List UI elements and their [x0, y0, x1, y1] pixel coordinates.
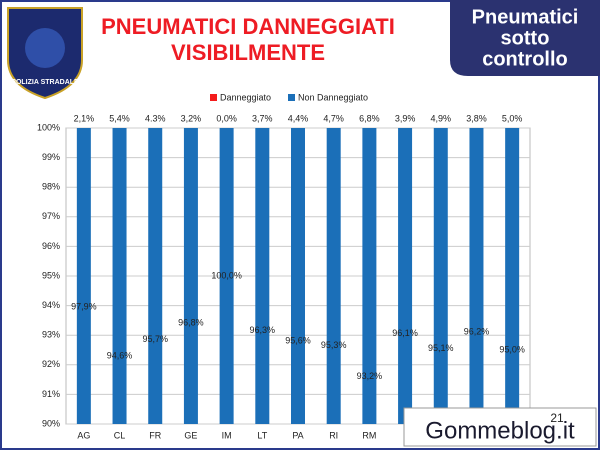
legend-swatch	[288, 94, 295, 101]
y-tick-label: 97%	[42, 211, 60, 221]
bar-segment	[469, 128, 484, 424]
watermark-box	[403, 407, 597, 447]
title-line: VISIBILMENTE	[171, 40, 325, 65]
logo-text: POLIZIA STRADALE	[11, 79, 79, 86]
badge-box	[450, 0, 600, 76]
y-tick-label: 100%	[37, 122, 60, 132]
x-tick-label: RM	[362, 430, 376, 440]
x-tick-label: GE	[184, 430, 197, 440]
watermark: Gommeblog.it	[425, 417, 575, 444]
bar-segment	[255, 128, 270, 424]
x-tick-label: AG	[77, 430, 90, 440]
bar-segment	[398, 128, 413, 424]
y-tick-label: 95%	[42, 270, 60, 280]
value-label: 4,4%	[288, 113, 309, 123]
x-tick-label: IM	[222, 430, 232, 440]
y-tick-label: 96%	[42, 241, 60, 251]
value-label: 97,9%	[71, 301, 97, 311]
value-label: 3,2%	[181, 113, 202, 123]
value-label: 96,8%	[178, 318, 204, 328]
y-tick-label: 93%	[42, 330, 60, 340]
page-number: 21	[550, 411, 564, 425]
legend-swatch	[210, 94, 217, 101]
logo-emblem	[25, 28, 65, 68]
x-tick-label: RI	[329, 430, 338, 440]
y-tick-label: 90%	[42, 418, 60, 428]
logo: POLIZIA STRADALE	[7, 7, 83, 100]
value-label: 4.3%	[145, 113, 166, 123]
value-label: 95,3%	[321, 340, 347, 350]
title-line: PNEUMATICI DANNEGGIATI	[101, 14, 395, 39]
value-label: 96,2%	[464, 327, 490, 337]
value-label: 3,9%	[395, 113, 416, 123]
value-label: 100,0%	[211, 270, 242, 280]
value-label: 5,4%	[109, 113, 130, 123]
x-tick-label: CL	[114, 430, 126, 440]
value-label: 95,1%	[428, 343, 454, 353]
value-label: 2,1%	[74, 113, 95, 123]
x-tick-label: FR	[149, 430, 161, 440]
value-label: 4,9%	[431, 113, 452, 123]
chart: 90% 91% 92% 93% 94% 95% 96% 97% 98% 99% 100% Danneg…	[37, 92, 531, 440]
bar-segment	[505, 128, 520, 424]
value-label: 95,0%	[499, 344, 525, 354]
y-tick-label: 92%	[42, 359, 60, 369]
bar-segment	[326, 128, 341, 424]
value-label: 94,6%	[107, 350, 133, 360]
value-label: 95,7%	[142, 334, 168, 344]
value-label: 5,0%	[502, 113, 523, 123]
bar-segment	[291, 128, 305, 424]
x-tick-label: LT	[257, 430, 267, 440]
bar-segment	[219, 128, 234, 424]
bar-segment	[433, 128, 448, 424]
y-tick-label: 98%	[42, 182, 60, 192]
badge-line: Pneumatici	[472, 6, 579, 28]
bar-segment	[112, 128, 127, 424]
bar-segment	[183, 128, 198, 424]
value-label: 3,8%	[466, 113, 487, 123]
bar-segment	[76, 128, 91, 424]
legend-label: Non Danneggiato	[298, 92, 368, 102]
y-tick-label: 94%	[42, 300, 60, 310]
value-label: 0,0%	[216, 113, 237, 123]
badge-line: sotto	[501, 27, 550, 49]
value-label: 6,8%	[359, 113, 380, 123]
value-label: 93,2%	[357, 371, 383, 381]
bar-segment	[148, 128, 163, 424]
y-tick-label: 99%	[42, 152, 60, 162]
value-label: 96,1%	[392, 328, 418, 338]
value-label: 95,6%	[285, 335, 311, 345]
value-label: 96,3%	[250, 325, 276, 335]
bar-segment	[362, 128, 377, 424]
badge-line: controllo	[482, 48, 568, 70]
value-label: 3,7%	[252, 113, 273, 123]
y-tick-label: 91%	[42, 389, 60, 399]
legend-label: Danneggiato	[220, 92, 271, 102]
value-label: 4,7%	[323, 113, 344, 123]
x-tick-label: PA	[292, 430, 303, 440]
